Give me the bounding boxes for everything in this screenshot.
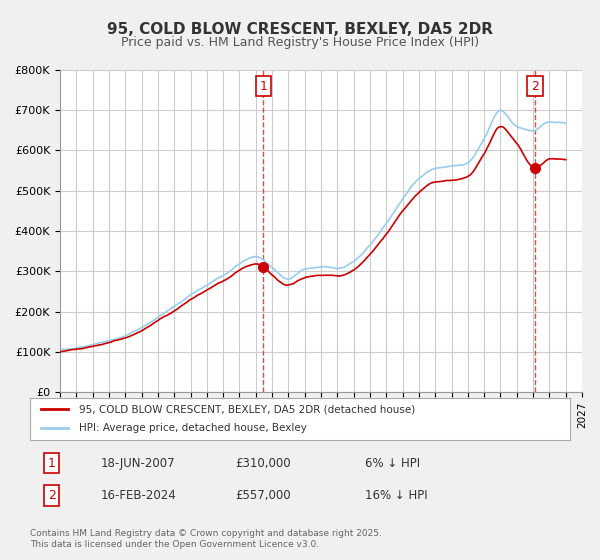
- Text: 1: 1: [47, 457, 56, 470]
- Text: HPI: Average price, detached house, Bexley: HPI: Average price, detached house, Bexl…: [79, 423, 307, 433]
- Text: 2: 2: [531, 80, 539, 92]
- Text: Price paid vs. HM Land Registry's House Price Index (HPI): Price paid vs. HM Land Registry's House …: [121, 36, 479, 49]
- Text: 1: 1: [259, 80, 267, 92]
- Text: £557,000: £557,000: [235, 489, 291, 502]
- Text: £310,000: £310,000: [235, 457, 291, 470]
- Text: 95, COLD BLOW CRESCENT, BEXLEY, DA5 2DR (detached house): 95, COLD BLOW CRESCENT, BEXLEY, DA5 2DR …: [79, 404, 415, 414]
- Text: Contains HM Land Registry data © Crown copyright and database right 2025.
This d: Contains HM Land Registry data © Crown c…: [30, 529, 382, 549]
- Text: 6% ↓ HPI: 6% ↓ HPI: [365, 457, 420, 470]
- Text: 18-JUN-2007: 18-JUN-2007: [100, 457, 175, 470]
- Text: 16% ↓ HPI: 16% ↓ HPI: [365, 489, 427, 502]
- Text: 95, COLD BLOW CRESCENT, BEXLEY, DA5 2DR: 95, COLD BLOW CRESCENT, BEXLEY, DA5 2DR: [107, 22, 493, 38]
- Text: 2: 2: [47, 489, 56, 502]
- Text: 16-FEB-2024: 16-FEB-2024: [100, 489, 176, 502]
